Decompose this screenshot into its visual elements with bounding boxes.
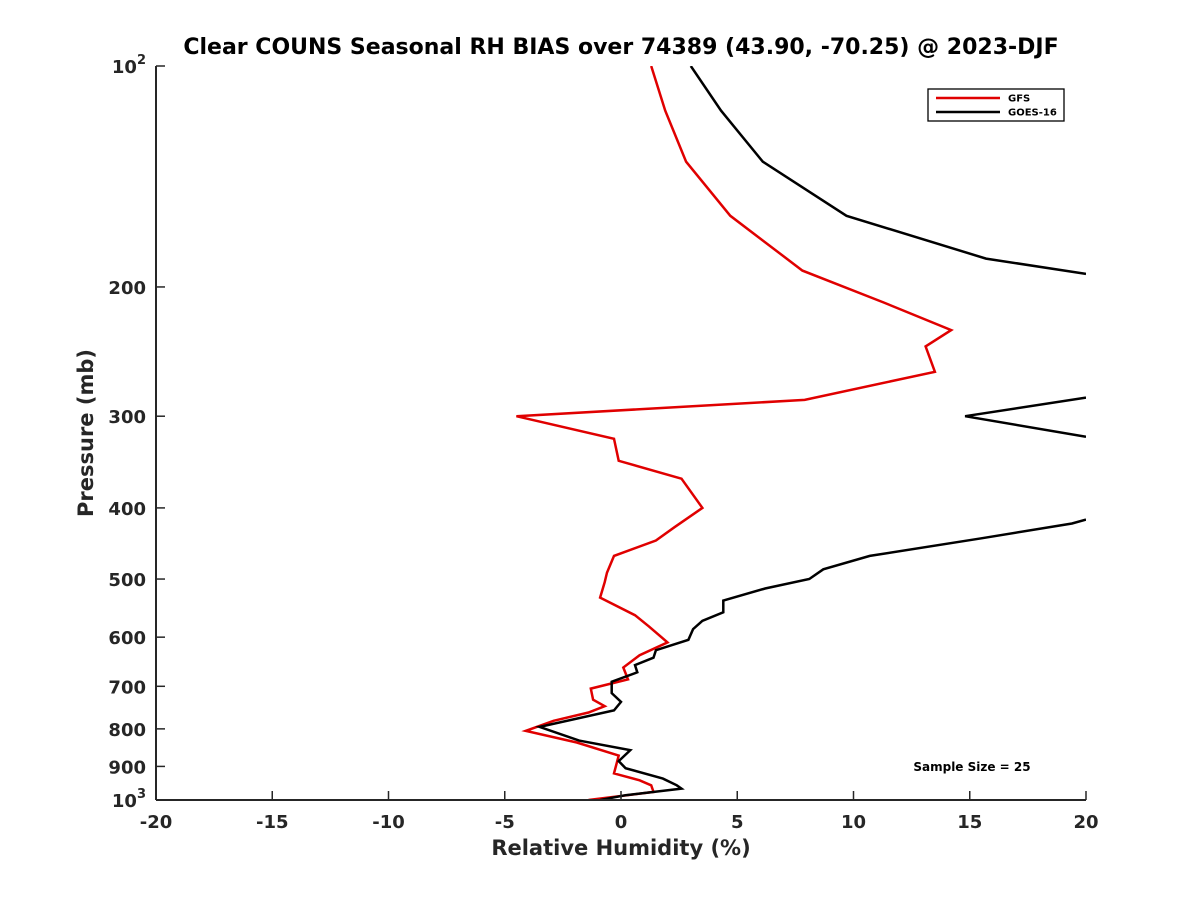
- series-layer: [516, 66, 1086, 800]
- x-axis-ticks: -20 -15 -10 -5 0 5 10 15 20: [140, 791, 1099, 833]
- x-tick-label: 5: [731, 812, 744, 833]
- y-tick-label: 103: [112, 787, 146, 812]
- goes-16-series-line-1: [689, 66, 1086, 276]
- y-tick-label: 400: [108, 499, 146, 520]
- legend: GFS GOES-16: [927, 88, 1065, 122]
- plot-area: [516, 66, 1086, 800]
- legend-box: [927, 88, 1065, 122]
- y-tick-label: 300: [108, 407, 146, 428]
- x-tick-label: -15: [256, 812, 289, 833]
- x-tick-label: 15: [957, 812, 982, 833]
- y-axis-ticks: 102 200 300 400 500 600 700 800 900 103: [108, 53, 165, 812]
- legend-label-gfs: GFS: [1008, 94, 1030, 105]
- gfs-series-line: [516, 66, 954, 800]
- axes: [155, 66, 1086, 801]
- x-axis-label: Relative Humidity (%): [491, 836, 750, 860]
- y-axis-label: Pressure (mb): [74, 349, 98, 517]
- sample-size-annotation: Sample Size = 25: [913, 760, 1030, 774]
- x-tick-label: 0: [615, 812, 628, 833]
- y-tick-label: 200: [108, 278, 146, 299]
- x-tick-label: 20: [1073, 812, 1098, 833]
- y-tick-label: 500: [108, 570, 146, 591]
- y-tick-label: 102: [112, 53, 146, 78]
- y-tick-label: 900: [108, 757, 146, 778]
- chart-title: Clear COUNS Seasonal RH BIAS over 74389 …: [183, 35, 1058, 60]
- y-tick-label: 600: [108, 628, 146, 649]
- goes-16-series-line-3: [535, 518, 1086, 800]
- goes-16-series-line-2: [964, 396, 1086, 439]
- x-tick-label: -5: [495, 812, 515, 833]
- y-tick-label: 800: [108, 720, 146, 741]
- x-tick-label: -10: [372, 812, 405, 833]
- x-tick-label: 10: [841, 812, 866, 833]
- x-tick-label: -20: [140, 812, 173, 833]
- y-tick-label: 700: [108, 677, 146, 698]
- legend-label-goes-16: GOES-16: [1008, 108, 1057, 119]
